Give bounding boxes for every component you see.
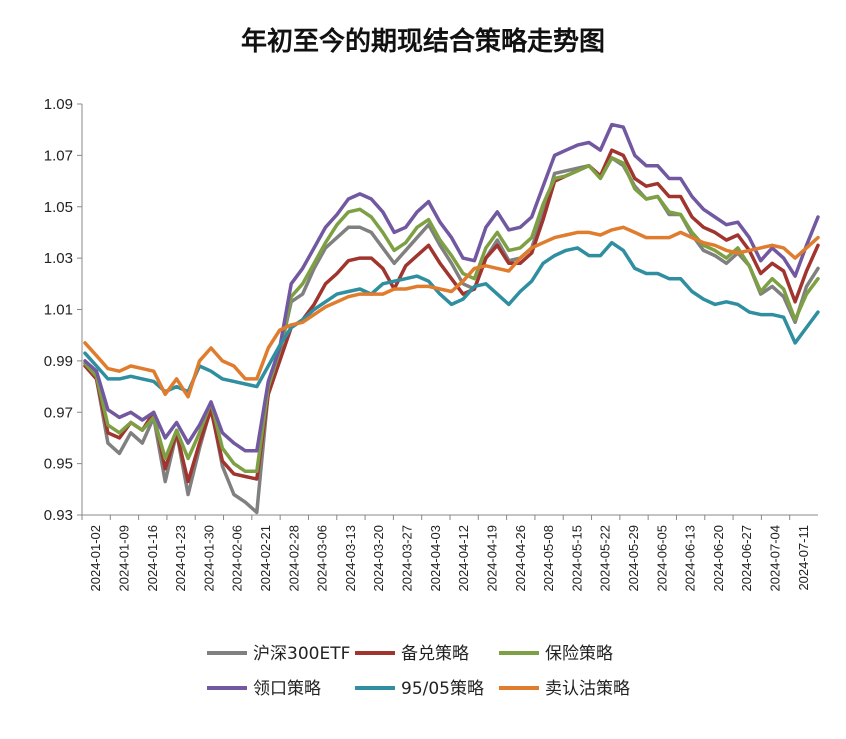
- x-tick-label: 2024-01-02: [88, 525, 103, 592]
- y-tick-label: 1.07: [44, 147, 73, 164]
- y-tick-label: 0.93: [44, 507, 73, 524]
- legend-label: 备兑策略: [401, 644, 469, 664]
- x-tick-label: 2024-02-06: [230, 525, 245, 592]
- x-tick-label: 2024-03-20: [371, 525, 386, 592]
- x-tick-label: 2024-05-08: [541, 525, 556, 592]
- x-tick-label: 2024-04-26: [513, 525, 528, 592]
- x-tick-label: 2024-01-16: [145, 525, 160, 592]
- y-tick-label: 1.05: [44, 199, 73, 216]
- axes: 0.93 0.95 0.97 0.99 1.01 1.03 1.05 1.07 1.09 2024…: [44, 96, 818, 592]
- x-tick-label: 2024-04-12: [456, 525, 471, 592]
- y-tick-label: 1.03: [44, 250, 73, 267]
- x-tick-label: 2024-05-29: [626, 525, 641, 592]
- x-tick-label: 2024-05-15: [569, 525, 584, 592]
- x-tick-label: 2024-06-13: [683, 525, 698, 592]
- x-tick-label: 2024-01-09: [116, 525, 131, 592]
- x-tick-label: 2024-04-19: [484, 525, 499, 592]
- y-tick-label: 1.09: [44, 96, 73, 113]
- x-tick-label: 2024-04-03: [428, 525, 443, 592]
- x-tick-label: 2024-06-27: [739, 525, 754, 592]
- legend-label: 卖认沽策略: [545, 679, 630, 699]
- y-tick-label: 0.97: [44, 404, 73, 421]
- series-line-5: [83, 225, 820, 399]
- series-line-2: [83, 156, 820, 474]
- series-line-3: [83, 122, 820, 453]
- plot-lines: [83, 122, 820, 515]
- x-tick-label: 2024-05-22: [598, 525, 613, 592]
- x-tick-label: 2024-03-06: [315, 525, 330, 592]
- chart-title: 年初至今的期现结合策略走势图: [241, 26, 605, 57]
- x-tick-label: 2024-03-27: [400, 525, 415, 592]
- x-tick-label: 2024-02-28: [286, 525, 301, 592]
- legend-label: 保险策略: [545, 644, 613, 664]
- series-line-1: [83, 148, 820, 484]
- x-tick-label: 2024-06-05: [654, 525, 669, 592]
- x-tick-label: 2024-01-23: [173, 525, 188, 592]
- legend-label: 沪深300ETF: [253, 644, 350, 664]
- x-tick-label: 2024-07-04: [768, 525, 783, 592]
- series-line-4: [83, 240, 820, 394]
- legend-label: 领口策略: [253, 679, 321, 699]
- y-tick-label: 1.01: [44, 302, 73, 319]
- x-tick-label: 2024-01-30: [201, 525, 216, 592]
- legend-label: 95/05策略: [401, 679, 484, 699]
- x-tick-label: 2024-07-11: [796, 525, 811, 591]
- x-tick-label: 2024-02-21: [258, 525, 273, 592]
- x-tick-label: 2024-03-13: [343, 525, 358, 592]
- y-tick-label: 0.99: [44, 353, 73, 370]
- y-tick-label: 0.95: [44, 456, 73, 473]
- x-tick-label: 2024-06-20: [711, 525, 726, 592]
